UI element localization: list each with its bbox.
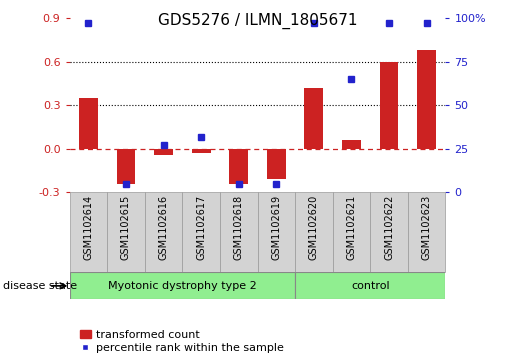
Bar [295,272,445,299]
Bar [380,62,399,149]
Text: control: control [351,281,390,291]
Text: GSM1102619: GSM1102619 [271,195,281,260]
Text: Myotonic dystrophy type 2: Myotonic dystrophy type 2 [108,281,256,291]
Bar [408,192,445,272]
Bar [182,192,220,272]
Bar [370,192,408,272]
Text: GDS5276 / ILMN_1805671: GDS5276 / ILMN_1805671 [158,13,357,29]
Bar [267,149,286,179]
Bar [116,149,135,184]
Text: GSM1102614: GSM1102614 [83,195,93,260]
Bar [417,50,436,149]
Text: GSM1102623: GSM1102623 [422,195,432,260]
Text: GSM1102615: GSM1102615 [121,195,131,260]
Bar [192,149,211,153]
Bar [342,140,361,149]
Text: GSM1102616: GSM1102616 [159,195,168,260]
Bar [229,149,248,184]
Bar [258,192,295,272]
Bar [304,88,323,149]
Bar [154,149,173,155]
Text: GSM1102617: GSM1102617 [196,195,206,260]
Text: GSM1102618: GSM1102618 [234,195,244,260]
Text: disease state: disease state [3,281,77,291]
Bar [70,192,107,272]
Bar [145,192,182,272]
Bar [333,192,370,272]
Bar [295,192,333,272]
Bar [70,272,295,299]
Text: GSM1102620: GSM1102620 [309,195,319,260]
Text: GSM1102622: GSM1102622 [384,195,394,260]
Bar [220,192,258,272]
Bar [79,98,98,149]
Text: GSM1102621: GSM1102621 [347,195,356,260]
Bar [107,192,145,272]
Legend: transformed count, percentile rank within the sample: transformed count, percentile rank withi… [75,325,288,358]
